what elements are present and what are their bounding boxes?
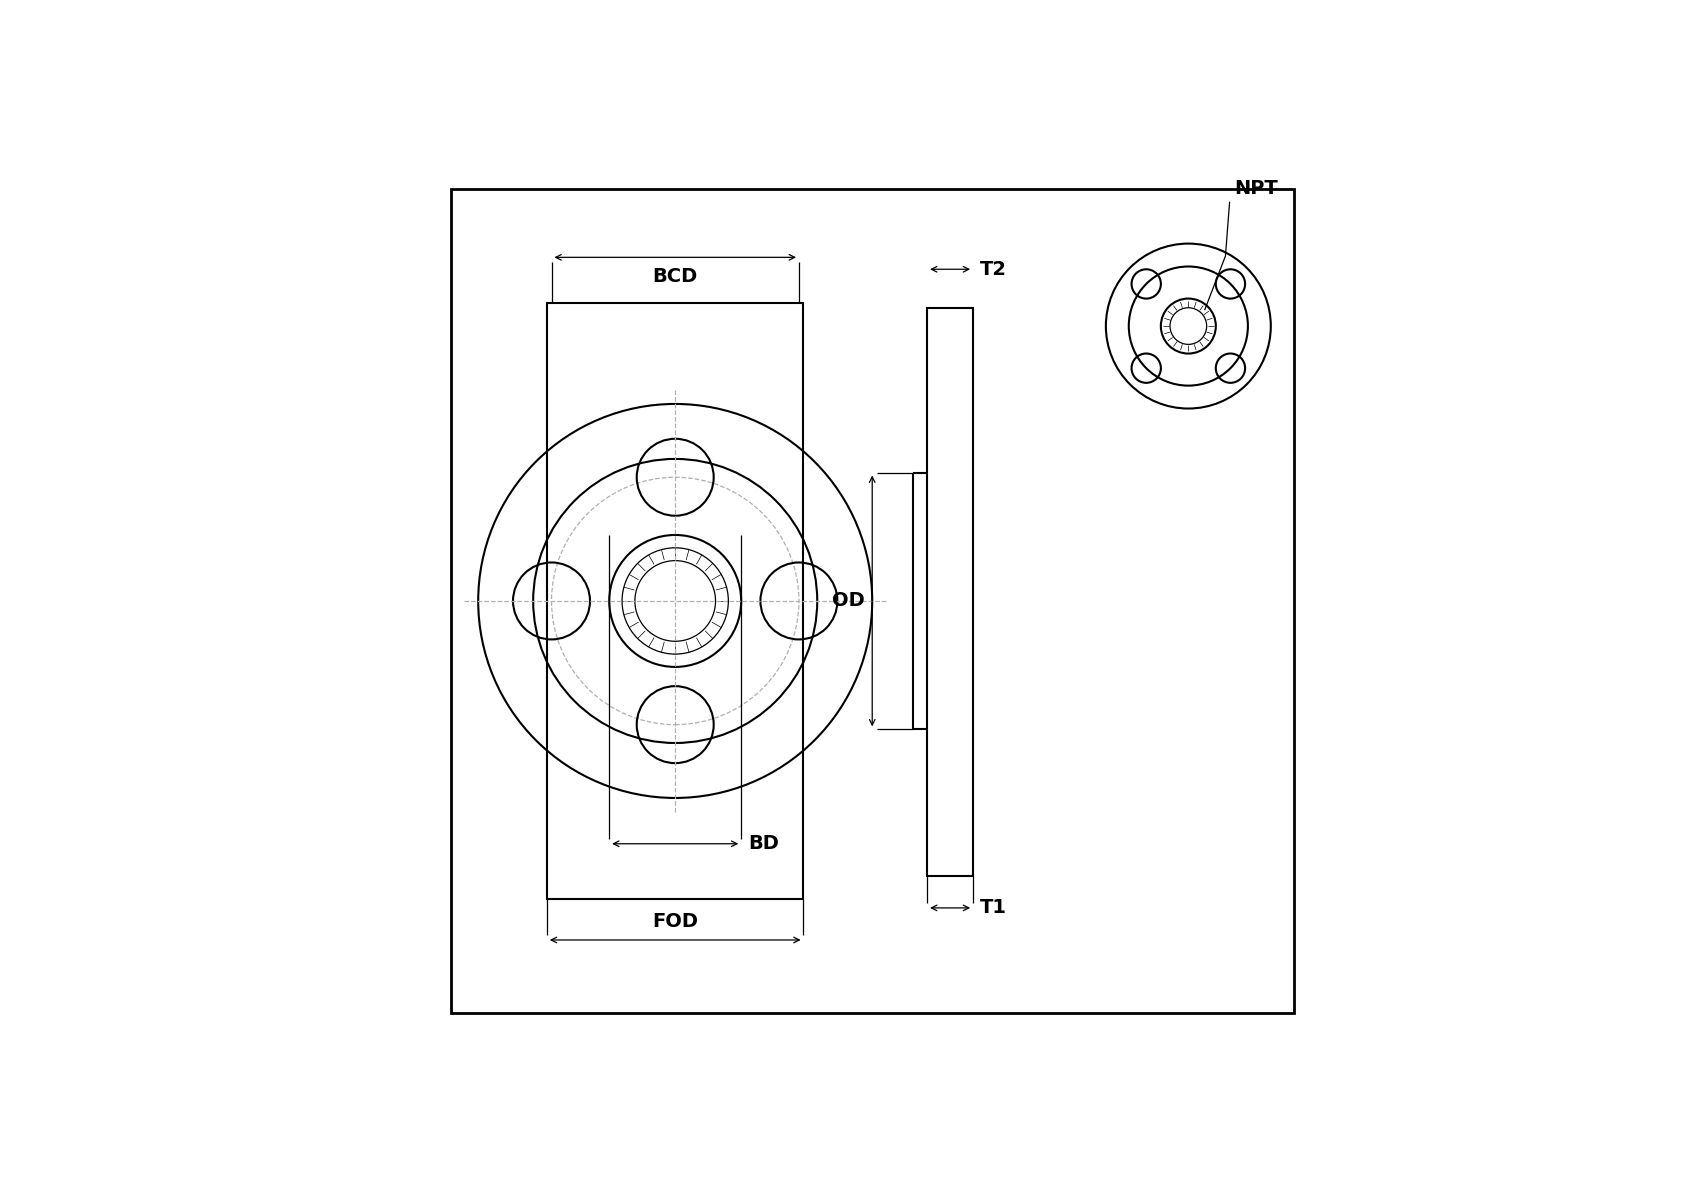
Text: NPT: NPT	[1234, 178, 1278, 198]
Text: OD: OD	[832, 591, 866, 610]
Text: FOD: FOD	[652, 912, 699, 931]
Text: T2: T2	[980, 259, 1007, 278]
Text: BD: BD	[748, 834, 780, 853]
Bar	[928, 308, 973, 876]
Bar	[451, 188, 1293, 1014]
Bar	[547, 303, 803, 898]
Text: BCD: BCD	[653, 267, 697, 286]
Text: T1: T1	[980, 898, 1007, 917]
